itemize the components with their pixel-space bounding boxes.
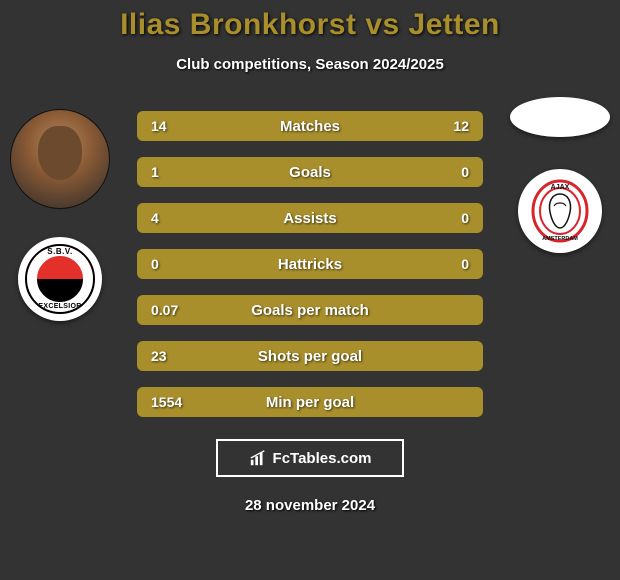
footer-date: 28 november 2024 (0, 497, 620, 514)
player-right-avatar (510, 97, 610, 137)
fctables-logo-icon (249, 449, 267, 467)
club-right-badge: AJAX AMSTERDAM (518, 169, 602, 253)
main-area: S.B.V. EXCELSIOR AJAX AMSTERDAM 14 Match… (0, 111, 620, 514)
stat-row: 23 Shots per goal (137, 341, 483, 371)
stat-row: 0.07 Goals per match (137, 295, 483, 325)
stat-value-right: 12 (453, 118, 469, 134)
club-right-text-top: AJAX (551, 184, 570, 191)
player-left-avatar (10, 109, 110, 209)
club-left-text-bottom: EXCELSIOR (27, 303, 93, 310)
stat-value-left: 4 (151, 210, 159, 226)
club-right-text-bottom: AMSTERDAM (542, 236, 578, 242)
stat-label: Goals (137, 164, 483, 181)
club-left-text-top: S.B.V. (27, 247, 93, 256)
stat-value-left: 1 (151, 164, 159, 180)
stats-bars: 14 Matches 12 1 Goals 0 4 Assists 0 0 Ha… (137, 111, 483, 417)
stat-row: 4 Assists 0 (137, 203, 483, 233)
stat-value-left: 14 (151, 118, 167, 134)
excelsior-icon: S.B.V. EXCELSIOR (25, 244, 95, 314)
page-subtitle: Club competitions, Season 2024/2025 (0, 56, 620, 73)
stat-row: 1 Goals 0 (137, 157, 483, 187)
footer-text: FcTables.com (273, 450, 372, 467)
stat-value-right: 0 (461, 256, 469, 272)
footer-attribution[interactable]: FcTables.com (216, 439, 404, 477)
stat-label: Hattricks (137, 256, 483, 273)
stat-label: Min per goal (137, 394, 483, 411)
page-title: Ilias Bronkhorst vs Jetten (0, 8, 620, 42)
stat-value-left: 1554 (151, 394, 182, 410)
stat-value-left: 0 (151, 256, 159, 272)
stat-value-left: 23 (151, 348, 167, 364)
stat-label: Goals per match (137, 302, 483, 319)
stat-row: 0 Hattricks 0 (137, 249, 483, 279)
stat-label: Matches (137, 118, 483, 135)
stat-label: Shots per goal (137, 348, 483, 365)
stat-value-left: 0.07 (151, 302, 178, 318)
ajax-icon: AJAX AMSTERDAM (530, 178, 590, 244)
stat-row: 1554 Min per goal (137, 387, 483, 417)
root: Ilias Bronkhorst vs Jetten Club competit… (0, 0, 620, 514)
stat-value-right: 0 (461, 210, 469, 226)
club-left-badge: S.B.V. EXCELSIOR (18, 237, 102, 321)
stat-value-right: 0 (461, 164, 469, 180)
stat-row: 14 Matches 12 (137, 111, 483, 141)
stat-label: Assists (137, 210, 483, 227)
